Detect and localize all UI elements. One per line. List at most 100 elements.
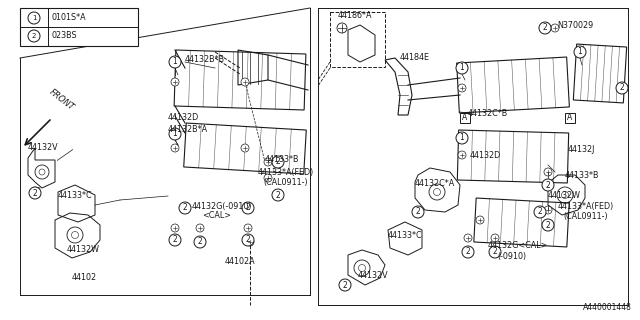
Bar [20, 8, 138, 46]
Circle shape [169, 234, 181, 246]
Circle shape [339, 279, 351, 291]
Text: 44186*A: 44186*A [338, 12, 372, 20]
Text: 2: 2 [493, 247, 497, 257]
Text: 2: 2 [546, 180, 550, 189]
Circle shape [534, 206, 546, 218]
Text: 44102A: 44102A [225, 258, 255, 267]
Circle shape [264, 158, 272, 166]
Text: 2: 2 [415, 207, 420, 217]
Text: 44132D: 44132D [168, 114, 199, 123]
Text: 44132G<CAL>: 44132G<CAL> [488, 242, 548, 251]
Circle shape [456, 132, 468, 144]
Text: 44184E: 44184E [400, 52, 430, 61]
Text: 2: 2 [538, 207, 542, 217]
Circle shape [489, 246, 501, 258]
Text: 2: 2 [543, 23, 547, 33]
Text: 44132G(-0910): 44132G(-0910) [192, 202, 253, 211]
Text: <CAL>: <CAL> [202, 212, 231, 220]
Text: 2: 2 [182, 204, 188, 212]
Text: 44133*A(FED): 44133*A(FED) [258, 167, 314, 177]
Circle shape [542, 179, 554, 191]
Circle shape [28, 30, 40, 42]
Text: 1: 1 [578, 47, 582, 57]
Circle shape [458, 84, 466, 92]
Circle shape [264, 174, 272, 182]
Text: 2: 2 [246, 236, 250, 244]
Circle shape [241, 78, 249, 86]
Circle shape [551, 24, 559, 32]
Text: A: A [568, 114, 573, 123]
Text: 44133*B: 44133*B [265, 156, 300, 164]
Text: 44132V: 44132V [28, 143, 59, 153]
Circle shape [464, 234, 472, 242]
Text: 2: 2 [546, 220, 550, 229]
Text: 44132J: 44132J [568, 146, 595, 155]
Circle shape [476, 216, 484, 224]
Circle shape [574, 46, 586, 58]
Circle shape [272, 189, 284, 201]
Text: 44132C*A: 44132C*A [415, 179, 455, 188]
Circle shape [171, 224, 179, 232]
Text: 2: 2 [466, 247, 470, 257]
Text: 2: 2 [33, 188, 37, 197]
Text: 1: 1 [460, 63, 465, 73]
Circle shape [246, 238, 254, 246]
Circle shape [539, 22, 551, 34]
Bar [564, 113, 575, 124]
Text: A: A [462, 114, 468, 123]
Text: 2: 2 [276, 190, 280, 199]
Text: 023BS: 023BS [52, 31, 77, 41]
Circle shape [28, 12, 40, 24]
Text: 2: 2 [173, 236, 177, 244]
Text: 44132B*A: 44132B*A [168, 125, 208, 134]
Text: 44132B*B: 44132B*B [185, 55, 225, 65]
Text: 44132W: 44132W [548, 191, 581, 201]
Circle shape [242, 234, 254, 246]
Text: 44133*C: 44133*C [388, 231, 422, 241]
Text: 44133*B: 44133*B [565, 172, 600, 180]
Circle shape [491, 234, 499, 242]
Text: 1: 1 [460, 133, 465, 142]
Text: 44133*C: 44133*C [58, 190, 93, 199]
Circle shape [169, 128, 181, 140]
Circle shape [544, 206, 552, 214]
Text: A440001448: A440001448 [583, 303, 632, 312]
Text: (CAL0911-): (CAL0911-) [563, 212, 607, 220]
Text: 1: 1 [173, 58, 177, 67]
Text: 0101S*A: 0101S*A [52, 13, 86, 22]
Circle shape [29, 187, 41, 199]
Circle shape [462, 246, 474, 258]
Circle shape [412, 206, 424, 218]
Circle shape [171, 78, 179, 86]
Circle shape [542, 219, 554, 231]
Text: 44132W: 44132W [67, 245, 100, 254]
Text: 44102: 44102 [72, 274, 97, 283]
Text: FRONT: FRONT [48, 87, 76, 112]
Circle shape [194, 236, 206, 248]
Text: 44132V: 44132V [358, 271, 388, 281]
Bar [460, 113, 470, 124]
Circle shape [616, 82, 628, 94]
Text: 44132D: 44132D [470, 151, 501, 161]
Circle shape [272, 156, 284, 168]
Circle shape [456, 62, 468, 74]
Circle shape [458, 151, 466, 159]
Text: (CAL0911-): (CAL0911-) [263, 178, 308, 187]
Text: 2: 2 [276, 157, 280, 166]
Text: 44133*A(FED): 44133*A(FED) [558, 202, 614, 211]
Circle shape [179, 202, 191, 214]
Text: 2: 2 [198, 237, 202, 246]
Circle shape [241, 144, 249, 152]
Text: 2: 2 [342, 281, 348, 290]
Text: 2: 2 [620, 84, 625, 92]
Text: 1: 1 [173, 130, 177, 139]
Circle shape [244, 224, 252, 232]
Circle shape [242, 202, 254, 214]
Circle shape [171, 144, 179, 152]
Text: 2: 2 [32, 33, 36, 39]
Circle shape [196, 224, 204, 232]
Text: 2: 2 [246, 204, 250, 212]
Circle shape [544, 168, 552, 176]
Text: N370029: N370029 [557, 20, 593, 29]
Circle shape [169, 56, 181, 68]
